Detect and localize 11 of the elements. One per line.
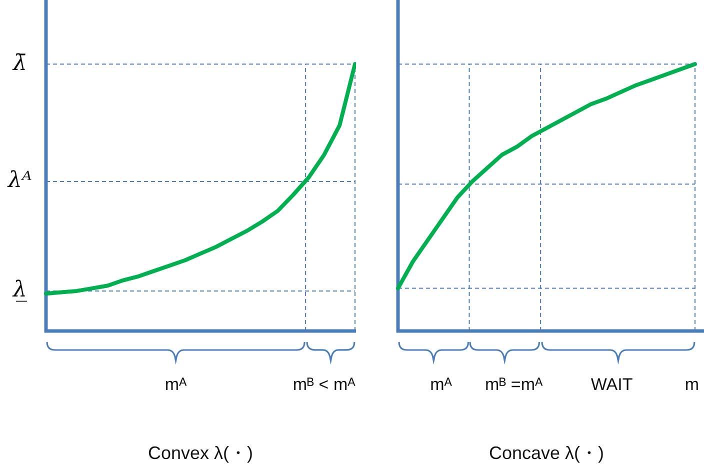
text: mᴮ < mᴬ	[292, 375, 356, 395]
text: WAIT	[590, 375, 633, 395]
text: mᴮ =mᴬ	[484, 375, 543, 395]
x-axis-title: Convex λ(・)	[148, 442, 254, 465]
ref-line-label: λ̲	[12, 278, 27, 303]
ref-line-label: λᴬ	[7, 168, 32, 194]
x-axis-title: Concave λ(・)	[488, 442, 604, 465]
text: mᴬ	[164, 375, 187, 395]
text: mᴬ	[430, 375, 452, 395]
text: m	[684, 375, 700, 395]
ref-line-label: λ̄	[12, 50, 27, 76]
